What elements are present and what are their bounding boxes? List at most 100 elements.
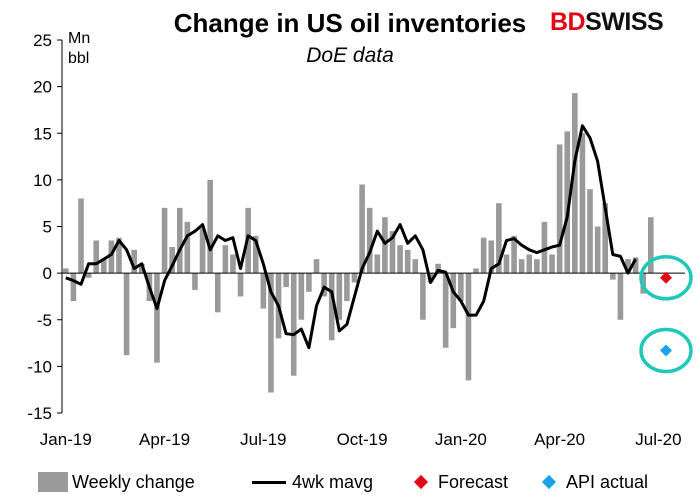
forecast-point xyxy=(660,271,673,284)
weekly-change-bar xyxy=(192,273,198,290)
weekly-change-bar xyxy=(336,273,343,320)
weekly-change-bar xyxy=(435,263,441,274)
weekly-change-bar xyxy=(366,207,373,274)
weekly-change-bar xyxy=(230,254,236,274)
legend-item-weekly-change: Weekly change xyxy=(38,468,195,496)
weekly-change-bar xyxy=(518,259,525,274)
weekly-change-bar xyxy=(549,254,555,274)
legend-label-api-actual: API actual xyxy=(566,471,649,492)
weekly-change-bar xyxy=(496,203,502,274)
brand-logo: BDSWISS xyxy=(550,8,664,37)
x-tick-label: Jul-19 xyxy=(240,430,286,449)
x-tick-label: Apr-19 xyxy=(139,430,190,449)
legend-label-weekly-change: Weekly change xyxy=(72,471,195,492)
x-tick-label: Jul-20 xyxy=(635,430,681,449)
brand-logo-part2: SWISS xyxy=(585,8,664,36)
y-tick-label: -5 xyxy=(37,311,52,330)
weekly-change-bar xyxy=(503,254,510,274)
y-tick-label: 15 xyxy=(33,124,52,143)
weekly-change-bar xyxy=(465,273,472,381)
y-tick-label: -10 xyxy=(27,357,52,376)
weekly-change-bar xyxy=(306,273,312,292)
weekly-change-bar xyxy=(268,273,274,393)
x-tick-label: Jan-20 xyxy=(435,430,487,449)
weekly-change-bar xyxy=(412,259,419,274)
weekly-change-bar xyxy=(610,273,616,280)
weekly-change-bar xyxy=(176,207,183,274)
weekly-change-bar xyxy=(237,273,244,297)
weekly-change-bar xyxy=(594,226,601,274)
weekly-change-bar xyxy=(648,217,654,274)
weekly-change-bar xyxy=(108,240,115,274)
legend-item-4wk-mavg: 4wk mavg xyxy=(252,468,373,496)
weekly-change-bar xyxy=(154,273,160,363)
highlight-circle xyxy=(639,255,693,301)
weekly-change-bar xyxy=(359,184,365,274)
weekly-change-bar xyxy=(123,273,130,356)
weekly-change-bar xyxy=(602,203,609,274)
x-tick-label: Apr-20 xyxy=(534,430,585,449)
weekly-change-bar xyxy=(222,245,229,274)
weekly-change-bar xyxy=(625,259,631,274)
chart-title: Change in US oil inventories xyxy=(173,8,527,38)
weekly-change-bar xyxy=(404,249,411,274)
weekly-change-bar xyxy=(458,273,464,302)
legend-api-diamond xyxy=(541,474,557,490)
weekly-change-bar xyxy=(632,257,639,274)
weekly-change-bar xyxy=(70,273,77,302)
brand-logo-part1: BD xyxy=(550,8,586,36)
x-tick-label: Jan-19 xyxy=(40,430,92,449)
weekly-change-bar xyxy=(169,247,175,274)
weekly-change-bar xyxy=(283,273,289,288)
legend-item-api-actual: API actual xyxy=(538,468,648,496)
weekly-change-bar xyxy=(351,273,358,283)
legend-forecast-diamond xyxy=(413,474,429,490)
weekly-change-bar xyxy=(93,240,99,274)
weekly-change-bar xyxy=(374,254,381,274)
weekly-change-bar xyxy=(116,237,122,274)
weekly-change-bar xyxy=(63,268,69,274)
weekly-change-bar xyxy=(541,221,548,274)
weekly-change-bar xyxy=(131,249,137,274)
weekly-change-bar xyxy=(344,273,350,302)
weekly-change-bar xyxy=(526,254,533,274)
weekly-change-bar xyxy=(579,133,586,274)
y-unit-line-1: Mn xyxy=(68,30,91,47)
highlight-circle xyxy=(639,327,693,374)
weekly-change-bar xyxy=(313,259,320,274)
legend-label-forecast: Forecast xyxy=(438,471,509,492)
weekly-change-bar xyxy=(78,198,84,274)
legend-item-forecast: Forecast xyxy=(410,468,508,496)
chart-legend: Weekly change 4wk mavg Forecast API actu… xyxy=(38,468,688,496)
weekly-change-bar xyxy=(572,93,578,274)
weekly-change-bar xyxy=(382,217,388,274)
4wk-mavg-line xyxy=(65,124,637,350)
weekly-change-bar xyxy=(473,268,479,274)
weekly-change-bar xyxy=(397,245,403,274)
weekly-change-bar xyxy=(290,273,297,376)
legend-line-swatch xyxy=(252,480,286,484)
y-tick-label: -15 xyxy=(27,404,52,423)
weekly-change-bar xyxy=(100,259,107,274)
weekly-change-bar xyxy=(184,221,191,274)
weekly-change-bar xyxy=(161,207,168,274)
weekly-change-bar xyxy=(587,189,593,274)
y-tick-label: 20 xyxy=(33,78,52,97)
y-tick-label: 10 xyxy=(33,171,52,190)
api-actual-point xyxy=(660,344,673,357)
weekly-change-bar xyxy=(298,273,305,320)
legend-bar-swatch xyxy=(38,472,68,492)
y-tick-label: 25 xyxy=(33,31,52,50)
weekly-change-bar xyxy=(207,179,213,274)
weekly-change-bar xyxy=(321,273,327,297)
chart-subtitle: DoE data xyxy=(306,44,394,67)
weekly-change-bar xyxy=(328,273,335,341)
y-unit-line-2: bbl xyxy=(68,50,90,67)
y-tick-label: 0 xyxy=(43,264,52,283)
weekly-change-bar xyxy=(564,131,571,274)
weekly-change-bar xyxy=(511,235,517,274)
weekly-change-bar xyxy=(389,231,396,274)
y-tick-label: 5 xyxy=(43,218,52,237)
weekly-change-bar xyxy=(252,235,259,274)
